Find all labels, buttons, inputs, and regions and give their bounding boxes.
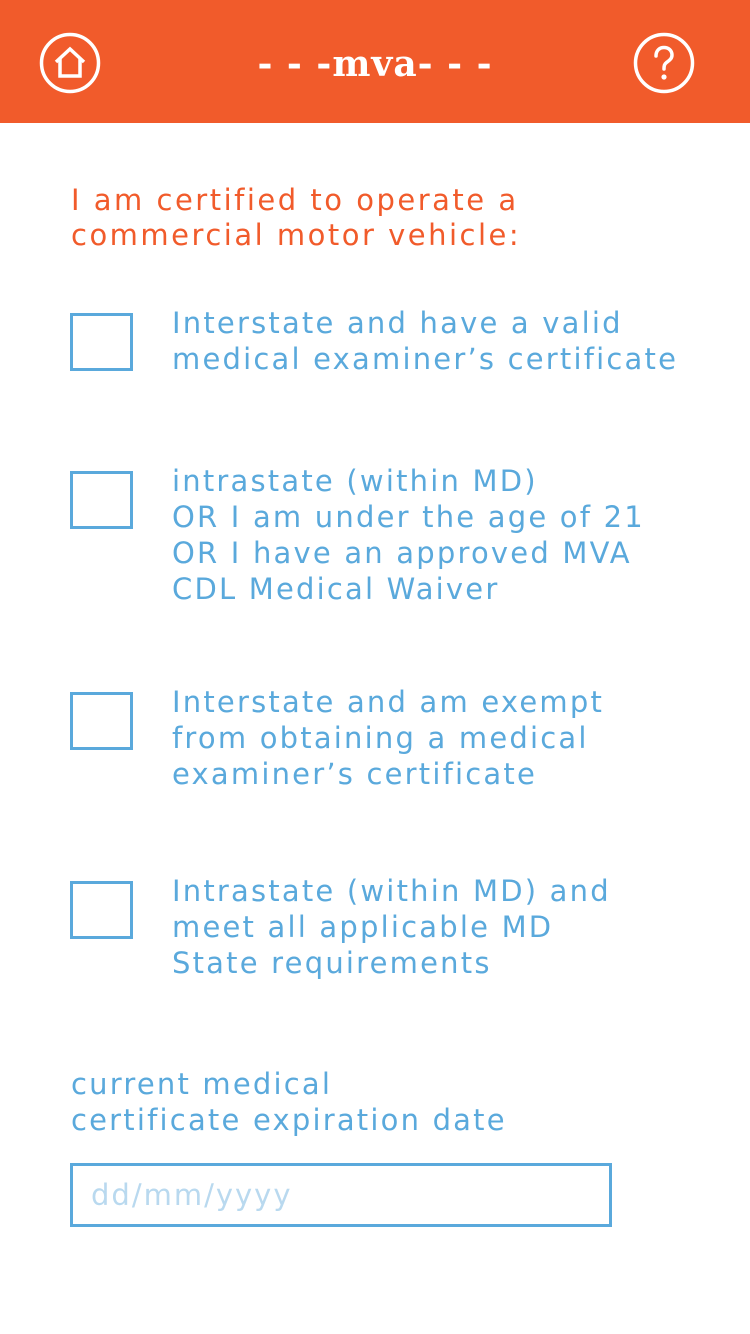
checkbox-interstate-exempt[interactable] <box>70 692 133 750</box>
help-icon <box>633 32 695 94</box>
option-label[interactable]: Intrastate (within MD) and meet all appl… <box>172 874 611 980</box>
expiration-date-input[interactable] <box>70 1163 612 1227</box>
home-icon <box>39 32 101 94</box>
app-header: - - -mva- - - <box>0 0 750 123</box>
expiration-date-label: current medical certificate expiration d… <box>71 1067 507 1137</box>
app-title: - - -mva- - - <box>257 43 493 85</box>
form-heading: I am certified to operate a commercial m… <box>71 183 522 252</box>
checkbox-intrastate-requirements[interactable] <box>70 881 133 939</box>
checkbox-intrastate-or-waiver[interactable] <box>70 471 133 529</box>
option-label[interactable]: Interstate and have a valid medical exam… <box>172 306 679 376</box>
option-label[interactable]: Interstate and am exempt from obtaining … <box>172 685 605 791</box>
help-button[interactable] <box>633 32 695 94</box>
checkbox-interstate-certified[interactable] <box>70 313 133 371</box>
home-button[interactable] <box>39 32 101 94</box>
option-label[interactable]: intrastate (within MD) OR I am under the… <box>172 464 645 606</box>
